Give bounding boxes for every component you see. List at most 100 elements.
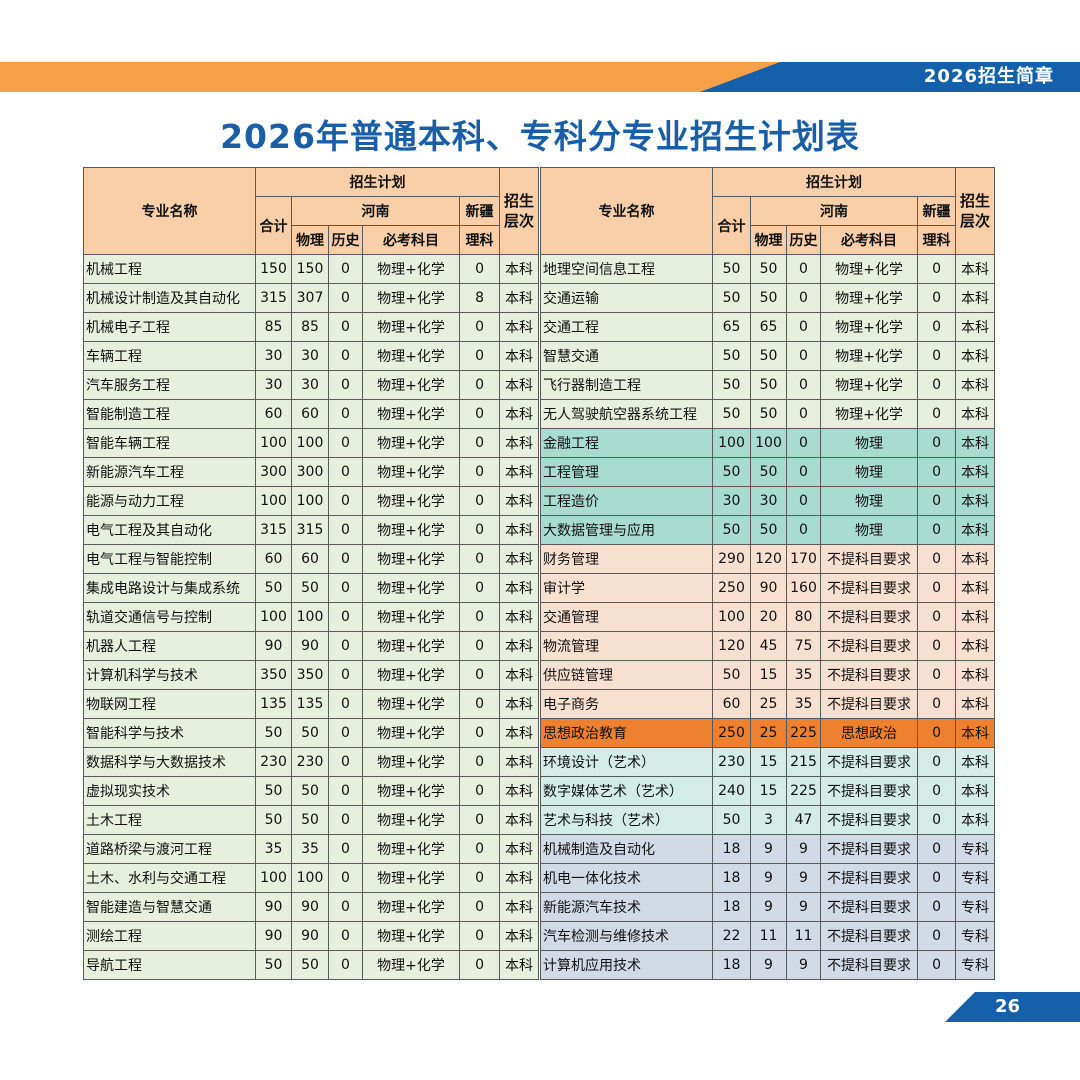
total-cell: 60 xyxy=(255,399,292,429)
henan-physics-cell: 150 xyxy=(291,254,329,284)
xinjiang-science-cell: 0 xyxy=(458,602,501,632)
xinjiang-science-cell: 0 xyxy=(916,921,957,951)
required-subjects-cell: 物理+化学 xyxy=(362,834,460,864)
total-cell: 315 xyxy=(255,283,292,313)
henan-history-cell: 170 xyxy=(786,544,821,574)
xinjiang-science-cell: 0 xyxy=(916,863,957,893)
henan-physics-cell: 50 xyxy=(291,805,329,835)
henan-physics-cell: 230 xyxy=(291,747,329,777)
required-subjects-cell: 不提科目要求 xyxy=(820,660,918,690)
level-cell: 本科 xyxy=(955,602,996,632)
xinjiang-science-cell: 0 xyxy=(916,747,957,777)
level-cell: 本科 xyxy=(499,370,540,400)
henan-physics-cell: 100 xyxy=(291,428,329,458)
henan-physics-cell: 135 xyxy=(291,689,329,719)
required-subjects-cell: 物理 xyxy=(820,486,918,516)
total-cell: 50 xyxy=(712,660,751,690)
major-name-cell: 智慧交通 xyxy=(540,341,713,371)
total-cell: 240 xyxy=(712,776,751,806)
total-cell: 50 xyxy=(712,805,751,835)
henan-physics-cell: 15 xyxy=(750,747,787,777)
henan-history-cell: 0 xyxy=(328,950,363,980)
xinjiang-science-cell: 0 xyxy=(458,660,501,690)
major-name-cell: 智能建造与智慧交通 xyxy=(83,892,256,922)
table-row: 测绘工程 90 90 0 物理+化学 0 本科 xyxy=(83,921,540,951)
xinjiang-science-cell: 0 xyxy=(458,834,501,864)
henan-physics-cell: 90 xyxy=(291,921,329,951)
henan-history-cell: 0 xyxy=(786,515,821,545)
henan-physics-cell: 11 xyxy=(750,921,787,951)
henan-physics-cell: 9 xyxy=(750,892,787,922)
henan-physics-cell: 307 xyxy=(291,283,329,313)
major-name-cell: 道路桥梁与渡河工程 xyxy=(83,834,256,864)
total-cell: 22 xyxy=(712,921,751,951)
table-row: 计算机应用技术 18 9 9 不提科目要求 0 专科 xyxy=(540,950,996,980)
total-cell: 230 xyxy=(255,747,292,777)
required-subjects-cell: 物理+化学 xyxy=(362,457,460,487)
major-name-cell: 工程造价 xyxy=(540,486,713,516)
level-cell: 本科 xyxy=(955,370,996,400)
henan-physics-cell: 90 xyxy=(291,631,329,661)
henan-physics-cell: 100 xyxy=(291,486,329,516)
xinjiang-science-cell: 0 xyxy=(916,283,957,313)
required-subjects-cell: 物理+化学 xyxy=(362,921,460,951)
level-cell: 专科 xyxy=(955,863,996,893)
required-subjects-cell: 物理+化学 xyxy=(362,660,460,690)
henan-history-cell: 0 xyxy=(328,892,363,922)
xinjiang-science-cell: 0 xyxy=(916,544,957,574)
xinjiang-science-cell: 0 xyxy=(916,718,957,748)
total-cell: 100 xyxy=(712,428,751,458)
henan-history-cell: 0 xyxy=(786,399,821,429)
henan-physics-cell: 30 xyxy=(291,370,329,400)
major-name-cell: 新能源汽车技术 xyxy=(540,892,713,922)
total-cell: 50 xyxy=(255,805,292,835)
required-subjects-cell: 物理+化学 xyxy=(362,515,460,545)
level-cell: 本科 xyxy=(955,312,996,342)
major-name-cell: 机械设计制造及其自动化 xyxy=(83,283,256,313)
henan-physics-cell: 50 xyxy=(750,457,787,487)
level-cell: 本科 xyxy=(955,573,996,603)
total-cell: 60 xyxy=(712,689,751,719)
xinjiang-science-cell: 0 xyxy=(458,544,501,574)
total-cell: 35 xyxy=(255,834,292,864)
level-cell: 本科 xyxy=(499,834,540,864)
henan-history-cell: 160 xyxy=(786,573,821,603)
required-subjects-cell: 物理+化学 xyxy=(362,312,460,342)
table-row: 新能源汽车技术 18 9 9 不提科目要求 0 专科 xyxy=(540,892,996,922)
xinjiang-science-cell: 0 xyxy=(916,486,957,516)
required-subjects-cell: 不提科目要求 xyxy=(820,747,918,777)
required-subjects-cell: 物理+化学 xyxy=(362,892,460,922)
level-cell: 本科 xyxy=(499,950,540,980)
table-row: 机械工程 150 150 0 物理+化学 0 本科 xyxy=(83,254,540,284)
total-cell: 30 xyxy=(255,341,292,371)
henan-physics-cell: 90 xyxy=(750,573,787,603)
header-required: 必考科目 xyxy=(820,225,918,255)
level-cell: 本科 xyxy=(499,399,540,429)
henan-physics-cell: 3 xyxy=(750,805,787,835)
required-subjects-cell: 不提科目要求 xyxy=(820,776,918,806)
henan-physics-cell: 15 xyxy=(750,776,787,806)
henan-history-cell: 0 xyxy=(786,457,821,487)
required-subjects-cell: 思想政治 xyxy=(820,718,918,748)
xinjiang-science-cell: 0 xyxy=(458,428,501,458)
henan-history-cell: 9 xyxy=(786,892,821,922)
henan-history-cell: 80 xyxy=(786,602,821,632)
total-cell: 230 xyxy=(712,747,751,777)
henan-history-cell: 9 xyxy=(786,863,821,893)
xinjiang-science-cell: 0 xyxy=(458,631,501,661)
table-row: 机器人工程 90 90 0 物理+化学 0 本科 xyxy=(83,631,540,661)
total-cell: 100 xyxy=(255,602,292,632)
major-name-cell: 财务管理 xyxy=(540,544,713,574)
henan-history-cell: 0 xyxy=(328,341,363,371)
table-row: 交通工程 65 65 0 物理+化学 0 本科 xyxy=(540,312,996,342)
major-name-cell: 智能车辆工程 xyxy=(83,428,256,458)
xinjiang-science-cell: 0 xyxy=(916,573,957,603)
xinjiang-science-cell: 0 xyxy=(458,950,501,980)
major-name-cell: 金融工程 xyxy=(540,428,713,458)
henan-physics-cell: 50 xyxy=(750,254,787,284)
table-row: 电子商务 60 25 35 不提科目要求 0 本科 xyxy=(540,689,996,719)
table-row: 智慧交通 50 50 0 物理+化学 0 本科 xyxy=(540,341,996,371)
henan-history-cell: 0 xyxy=(786,370,821,400)
enrollment-table-left: 专业名称 招生计划 招生层次 合计 河南 新疆 物理 历史 必考科目 理科 机械… xyxy=(83,167,540,980)
major-name-cell: 计算机科学与技术 xyxy=(83,660,256,690)
